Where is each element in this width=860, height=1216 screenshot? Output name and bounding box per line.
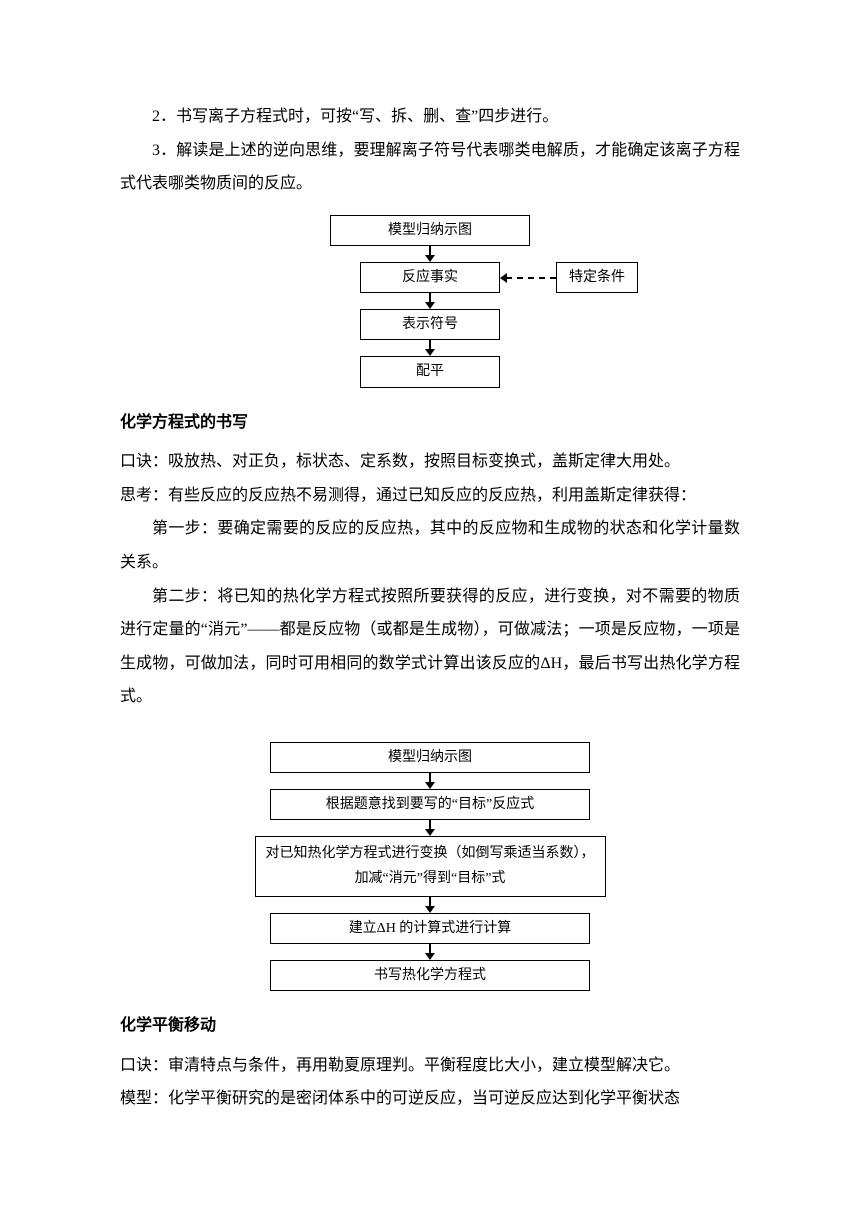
paragraph-3: 3．解读是上述的逆向思维，要理解离子符号代表哪类电解质，才能确定该离子方程式代表… [120, 134, 740, 201]
fc1-box-4: 配平 [360, 356, 500, 387]
sec2-para-2: 模型：化学平衡研究的是密闭体系中的可逆反应，当可逆反应达到化学平衡状态 [120, 1082, 740, 1116]
heading-2: 化学平衡移动 [120, 1009, 740, 1043]
sec1-para-2: 思考：有些反应的反应热不易测得，通过已知反应的反应热，利用盖斯定律获得： [120, 479, 740, 513]
sec2-para-1: 口诀：审清特点与条件，再用勒夏原理判。平衡程度比大小，建立模型解决它。 [120, 1049, 740, 1083]
fc2-box-2: 根据题意找到要写的“目标”反应式 [270, 789, 590, 820]
paragraph-2: 2．书写离子方程式时，可按“写、拆、删、查”四步进行。 [120, 100, 740, 134]
sec1-para-3: 第一步：要确定需要的反应的反应热，其中的反应物和生成物的状态和化学计量数关系。 [120, 512, 740, 579]
sec1-para-4: 第二步：将已知的热化学方程式按照所要获得的反应，进行变换，对不需要的物质进行定量… [120, 580, 740, 714]
fc2-arrow-1 [425, 773, 435, 789]
fc2-arrow-3 [425, 897, 435, 913]
fc1-arrow-3 [425, 340, 435, 356]
fc2-box-5: 书写热化学方程式 [270, 960, 590, 991]
fc1-side-group: 特定条件 [500, 262, 638, 293]
flowchart-1: 模型归纳示图 反应事实 特定条件 表示符号 配平 [120, 215, 740, 388]
flowchart-2: 模型归纳示图 根据题意找到要写的“目标”反应式 对已知热化学方程式进行变换（如倒… [120, 742, 740, 991]
fc1-box-3: 表示符号 [360, 309, 500, 340]
fc2-box-3-line1: 对已知热化学方程式进行变换（如倒写乘适当系数）， [266, 841, 595, 866]
fc2-arrow-4 [425, 944, 435, 960]
fc2-box-1: 模型归纳示图 [270, 742, 590, 773]
fc1-box-1: 模型归纳示图 [330, 215, 530, 246]
sec1-para-1: 口诀：吸放热、对正负，标状态、定系数，按照目标变换式，盖斯定律大用处。 [120, 445, 740, 479]
fc2-box-4: 建立ΔH 的计算式进行计算 [270, 913, 590, 944]
fc1-arrow-1 [425, 246, 435, 262]
fc1-arrow-2 [425, 293, 435, 309]
fc2-box-3: 对已知热化学方程式进行变换（如倒写乘适当系数）， 加减“消元”得到“目标”式 [255, 836, 606, 896]
fc1-box-2: 反应事实 [360, 262, 500, 293]
fc2-box-3-line2: 加减“消元”得到“目标”式 [266, 866, 595, 891]
fc2-arrow-2 [425, 820, 435, 836]
fc1-side-box: 特定条件 [556, 262, 638, 293]
heading-1: 化学方程式的书写 [120, 406, 740, 440]
